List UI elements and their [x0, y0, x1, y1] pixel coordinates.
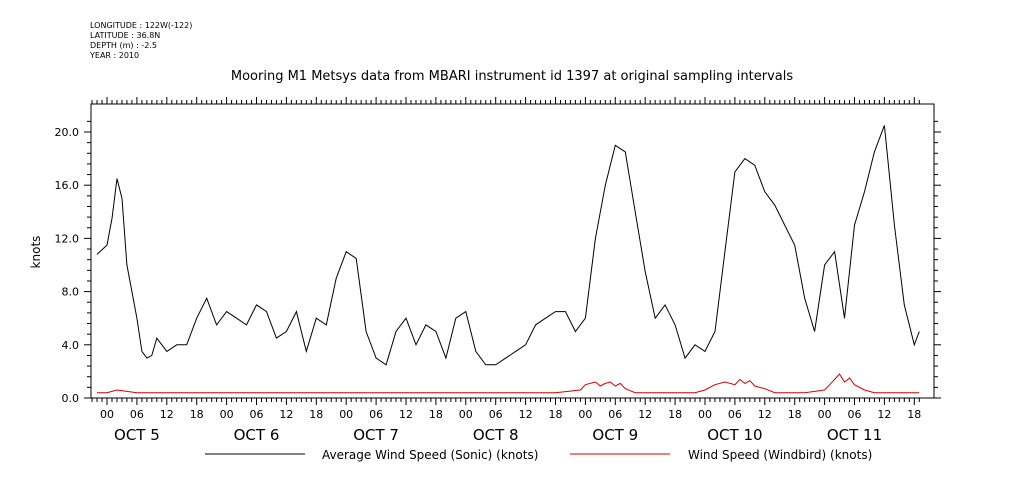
day-label: OCT 11 — [827, 426, 882, 444]
x-tick-label: 00 — [100, 408, 114, 421]
day-label: OCT 5 — [114, 426, 160, 444]
tick-labels: 0.0 4.0 8.0 12.0 16.0 20.0 00 06 12 18 00 06 12 18 00 0… — [55, 126, 922, 444]
x-tick-label: 06 — [608, 408, 622, 421]
x-tick-label: 18 — [788, 408, 802, 421]
series-line-sonic — [96, 125, 920, 366]
day-label: OCT 8 — [473, 426, 519, 444]
x-tick-label: 00 — [578, 408, 592, 421]
x-tick-label: 06 — [848, 408, 862, 421]
y-tick-label: 12.0 — [55, 232, 80, 245]
longitude-text: LONGITUDE : 122W(-122) — [90, 21, 193, 30]
x-tick-label: 06 — [369, 408, 383, 421]
year-text: YEAR : 2010 — [90, 51, 140, 60]
x-tick-label: 18 — [190, 408, 204, 421]
x-tick-label: 06 — [250, 408, 264, 421]
x-tick-label: 06 — [728, 408, 742, 421]
x-tick-label: 00 — [698, 408, 712, 421]
y-tick-label: 8.0 — [62, 286, 80, 299]
day-label: OCT 10 — [707, 426, 762, 444]
latitude-text: LATITUDE : 36.8N — [90, 31, 161, 40]
depth-text: DEPTH (m) : -2.5 — [90, 41, 157, 50]
chart-title: Mooring M1 Metsys data from MBARI instru… — [231, 69, 793, 84]
y-tick-label: 16.0 — [55, 179, 80, 192]
legend-label-windbird: Wind Speed (Windbird) (knots) — [688, 448, 872, 462]
x-tick-label: 18 — [907, 408, 921, 421]
x-tick-label: 00 — [818, 408, 832, 421]
x-tick-label: 00 — [459, 408, 473, 421]
x-tick-label: 12 — [758, 408, 772, 421]
x-tick-label: 12 — [160, 408, 174, 421]
x-tick-label: 18 — [549, 408, 563, 421]
plot-axes — [84, 97, 941, 405]
x-tick-label: 06 — [130, 408, 144, 421]
x-tick-label: 18 — [668, 408, 682, 421]
day-label: OCT 7 — [353, 426, 399, 444]
y-tick-label: 20.0 — [55, 126, 80, 139]
series-line-windbird — [97, 373, 920, 394]
plot-frame — [90, 103, 935, 399]
x-tick-label: 06 — [489, 408, 503, 421]
x-tick-label: 12 — [399, 408, 413, 421]
day-label: OCT 9 — [592, 426, 638, 444]
x-tick-label: 12 — [519, 408, 533, 421]
legend: Average Wind Speed (Sonic) (knots) Wind … — [205, 448, 872, 462]
y-tick-label: 4.0 — [62, 339, 80, 352]
x-tick-label: 00 — [339, 408, 353, 421]
x-tick-label: 12 — [279, 408, 293, 421]
y-axis-label: knots — [29, 236, 43, 269]
y-tick-label: 0.0 — [62, 392, 80, 405]
series-layer — [96, 125, 920, 394]
legend-label-sonic: Average Wind Speed (Sonic) (knots) — [322, 448, 538, 462]
x-tick-label: 00 — [220, 408, 234, 421]
x-tick-label: 12 — [877, 408, 891, 421]
x-tick-label: 18 — [429, 408, 443, 421]
day-label: OCT 6 — [234, 426, 280, 444]
x-tick-label: 12 — [638, 408, 652, 421]
station-metadata: LONGITUDE : 122W(-122) LATITUDE : 36.8N … — [90, 21, 192, 61]
x-tick-label: 18 — [309, 408, 323, 421]
